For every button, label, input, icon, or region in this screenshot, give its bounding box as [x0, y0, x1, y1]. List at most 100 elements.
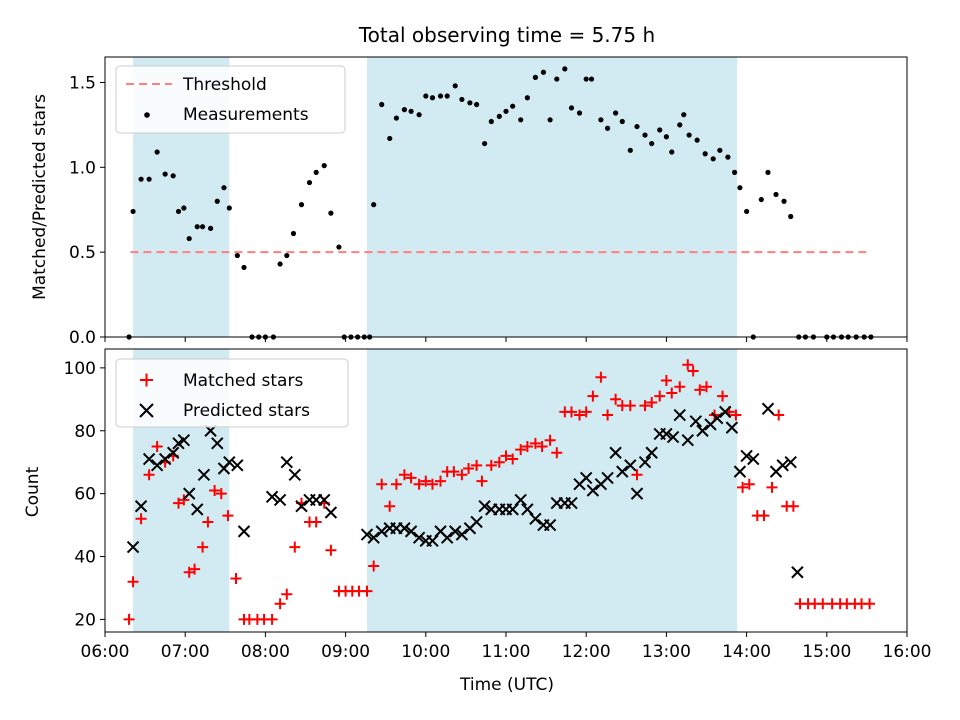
measurement-point-9: [186, 235, 192, 242]
top-legend-box: [115, 65, 346, 134]
predicted-star-point-57: [586, 484, 600, 497]
predicted-star-point-70: [681, 433, 694, 447]
matched-star-point-34: [361, 585, 373, 597]
matched-star-point-42: [420, 475, 432, 487]
matched-star-point-70: [624, 400, 636, 412]
predicted-star-point-14: [223, 455, 236, 469]
measurement-point-57: [524, 95, 530, 101]
measurement-point-27: [313, 169, 319, 175]
measurement-point-39: [393, 115, 399, 121]
matched-star-point-87: [743, 478, 755, 490]
matched-star-point-36: [376, 478, 388, 490]
top-y-axis-label: Matched/Predicted stars: [30, 94, 50, 300]
measurement-point-68: [604, 125, 611, 131]
predicted-star-point-19: [280, 455, 293, 469]
predicted-star-point-80: [761, 402, 775, 415]
matched-legend-marker: [140, 373, 153, 387]
measurement-point-92: [773, 191, 779, 198]
matched-star-point-46: [448, 466, 460, 478]
top-x-axis-ticks: [104, 337, 908, 342]
measurement-point-59: [540, 69, 547, 75]
matched-star-point-54: [507, 453, 519, 465]
measurements-legend-marker: [144, 112, 150, 118]
x-tick-label-2: 08:00: [241, 642, 290, 662]
x-tick-label-3: 09:00: [321, 642, 370, 662]
measurement-point-16: [234, 252, 240, 259]
bottom-y-axis-ticks: 20 40 60 80 100: [64, 359, 105, 630]
predicted-star-point-41: [470, 515, 483, 529]
bottom-panel: 20 40 60 80 100 06:00 07:00 08:00 09:00 10:00 11:…: [23, 348, 932, 695]
measurement-point-79: [681, 112, 687, 118]
measurement-point-30: [336, 244, 342, 250]
predicted-star-point-82: [776, 459, 789, 472]
measurement-point-72: [634, 123, 640, 130]
predicted-star-point-3: [150, 459, 164, 472]
predicted-star-point-7: [177, 433, 191, 447]
predicted-star-point-20: [288, 468, 302, 481]
predicted-star-point-67: [660, 427, 673, 441]
bottom-y-tick-label-0: 20: [74, 610, 96, 630]
measurement-point-61: [554, 76, 560, 82]
matched-star-point-58: [536, 440, 548, 452]
predicted-star-point-72: [696, 424, 709, 437]
predicted-star-point-10: [197, 468, 211, 481]
matched-star-point-37: [384, 500, 396, 512]
measurement-point-8: [181, 205, 187, 211]
matched-star-point-78: [682, 359, 694, 371]
matched-star-point-66: [595, 371, 607, 383]
measurement-point-43: [423, 93, 429, 99]
matched-star-point-48: [463, 462, 475, 474]
matched-star-point-53: [500, 450, 512, 462]
matched-star-point-29: [325, 544, 337, 556]
matched-star-point-91: [773, 409, 785, 421]
measurements-legend-label: Measurements: [183, 105, 309, 125]
predicted-star-point-31: [398, 522, 411, 535]
measurement-point-7: [175, 208, 182, 215]
measurement-point-91: [765, 169, 771, 175]
predicted-star-point-18: [273, 493, 287, 507]
top-y-tick-label-1: 0.5: [69, 243, 96, 263]
measurement-point-13: [214, 198, 220, 204]
measurement-point-28: [321, 163, 327, 169]
measurement-point-49: [467, 100, 473, 106]
matched-star-point-52: [493, 456, 505, 468]
predicted-star-point-42: [478, 500, 491, 513]
bottom-y-tick-label-2: 60: [74, 485, 96, 505]
predicted-legend-label: Predicted stars: [183, 401, 310, 421]
predicted-star-point-51: [543, 518, 557, 532]
top-panel: 0.0 0.5 1.0 1.5 Matched/Predicted stars Thr…: [30, 56, 908, 348]
measurement-point-10: [194, 224, 200, 230]
matched-star-point-2: [135, 513, 147, 525]
bottom-legend-box: [115, 358, 349, 428]
predicted-star-point-78: [740, 449, 753, 463]
matched-star-point-11: [197, 541, 209, 553]
matched-star-point-80: [694, 384, 706, 396]
matched-star-point-27: [310, 516, 322, 528]
measurement-point-76: [663, 134, 670, 140]
x-tick-label-1: 07:00: [161, 642, 210, 662]
matched-legend-label: Matched stars: [183, 371, 303, 391]
measurement-point-52: [488, 118, 494, 125]
matched-star-point-67: [602, 409, 614, 421]
matched-star-point-38: [390, 478, 402, 490]
bottom-x-axis-ticks: 06:00 07:00 08:00 09:00 10:00 11:00 12:00 13:00…: [81, 632, 932, 662]
matched-star-point-4: [151, 440, 163, 452]
matched-star-point-72: [639, 400, 651, 412]
predicted-star-point-77: [733, 465, 747, 478]
measurement-point-54: [503, 108, 509, 114]
measurement-point-37: [379, 101, 385, 108]
measurement-point-48: [459, 96, 465, 103]
measurement-point-51: [482, 140, 488, 147]
measurement-point-75: [657, 127, 663, 133]
measurement-point-66: [588, 76, 595, 82]
predicted-star-point-62: [624, 459, 637, 472]
x-tick-label-9: 15:00: [802, 642, 851, 662]
measurement-point-2: [138, 176, 144, 182]
measurement-point-87: [737, 185, 743, 191]
measurement-point-17: [241, 264, 247, 271]
matched-star-point-8: [178, 494, 190, 506]
predicted-star-point-79: [747, 452, 760, 466]
measurement-point-73: [642, 132, 648, 138]
matched-star-point-63: [574, 409, 586, 421]
bottom-star-counts: [123, 359, 876, 625]
